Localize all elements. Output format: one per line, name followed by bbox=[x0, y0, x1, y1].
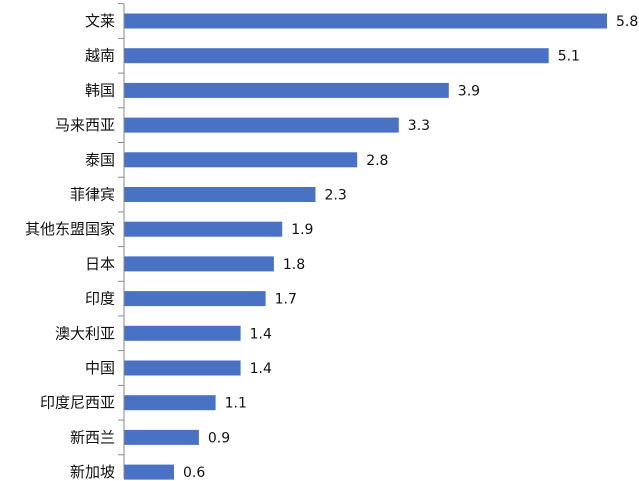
value-label: 1.4 bbox=[250, 326, 272, 342]
value-label: 1.8 bbox=[283, 257, 305, 273]
category-label: 澳大利亚 bbox=[55, 324, 115, 342]
value-label: 2.3 bbox=[325, 188, 347, 204]
value-label: 1.1 bbox=[225, 396, 247, 412]
value-label: 5.8 bbox=[616, 14, 638, 30]
category-labels-layer: 文莱越南韩国马来西亚泰国菲律宾其他东盟国家日本印度澳大利亚中国印度尼西亚新西兰新… bbox=[25, 12, 115, 481]
value-label: 1.7 bbox=[275, 292, 297, 308]
value-label: 3.3 bbox=[408, 118, 430, 134]
category-label: 越南 bbox=[85, 47, 115, 65]
value-label: 3.9 bbox=[458, 83, 480, 99]
value-labels-layer: 5.8 5.1 3.9 3.3 2.8 2.3 1.9 1.8 1.7 1.4 1.4 1.1 0.9 0… bbox=[183, 14, 638, 481]
bar-3 bbox=[124, 117, 399, 133]
category-label: 日本 bbox=[85, 255, 115, 273]
category-label: 中国 bbox=[85, 359, 115, 377]
category-label: 印度 bbox=[85, 290, 115, 308]
bar-6 bbox=[124, 221, 283, 237]
bar-2 bbox=[124, 82, 449, 98]
bar-5 bbox=[124, 187, 316, 202]
bars-layer bbox=[124, 13, 607, 480]
bar-12 bbox=[124, 429, 199, 445]
value-label: 1.4 bbox=[250, 361, 272, 377]
category-label: 菲律宾 bbox=[70, 186, 115, 204]
bar-11 bbox=[124, 395, 216, 411]
bar-7 bbox=[124, 256, 274, 272]
category-label: 新西兰 bbox=[70, 428, 115, 446]
bar-13 bbox=[124, 464, 174, 480]
value-label: 0.6 bbox=[183, 465, 205, 481]
bar-10 bbox=[124, 360, 241, 376]
bar-9 bbox=[124, 325, 241, 341]
value-label: 0.9 bbox=[208, 430, 230, 446]
bar-8 bbox=[124, 291, 266, 307]
value-label: 2.8 bbox=[366, 153, 388, 169]
value-label: 5.1 bbox=[558, 49, 580, 65]
bar-4 bbox=[124, 152, 358, 168]
category-label: 新加坡 bbox=[70, 463, 115, 481]
category-label: 韩国 bbox=[85, 81, 115, 99]
bar-0 bbox=[124, 13, 607, 29]
category-label: 泰国 bbox=[85, 151, 115, 169]
category-label: 马来西亚 bbox=[55, 116, 115, 134]
category-label: 印度尼西亚 bbox=[40, 394, 115, 412]
bar-1 bbox=[124, 48, 549, 64]
axis-layer bbox=[118, 3, 125, 478]
category-label: 其他东盟国家 bbox=[25, 220, 115, 238]
value-label: 1.9 bbox=[291, 222, 313, 238]
category-label: 文莱 bbox=[85, 12, 115, 30]
